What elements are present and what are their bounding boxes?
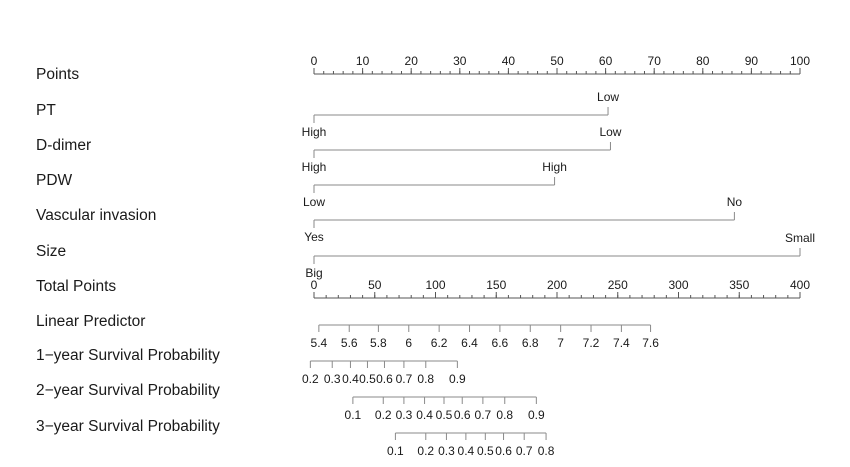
scale-label-3-year-survival-probability: 0.6 <box>495 444 512 458</box>
row-label-pdw: PDW <box>36 172 73 189</box>
factor-level-d-dimer: High <box>302 160 327 174</box>
row-label-total-points: Total Points <box>36 278 116 295</box>
scale-label-linear-predictor: 6.4 <box>461 336 478 350</box>
tick-label-total-points: 150 <box>486 278 506 292</box>
scale-label-linear-predictor: 6.6 <box>492 336 509 350</box>
tick-label-points: 70 <box>648 54 662 68</box>
scale-label-2-year-survival-probability: 0.6 <box>454 408 471 422</box>
scale-label-1-year-survival-probability: 0.3 <box>324 372 341 386</box>
tick-label-total-points: 250 <box>608 278 628 292</box>
scale-label-2-year-survival-probability: 0.2 <box>375 408 392 422</box>
scale-label-linear-predictor: 7 <box>557 336 564 350</box>
scale-label-3-year-survival-probability: 0.3 <box>438 444 455 458</box>
tick-label-total-points: 300 <box>668 278 688 292</box>
row-label-pt: PT <box>36 102 56 119</box>
row-label-1-year-survival-probability: 1−year Survival Probability <box>36 347 220 364</box>
scale-label-linear-predictor: 7.2 <box>583 336 600 350</box>
scale-label-1-year-survival-probability: 0.5 <box>359 372 376 386</box>
factor-level-pt: Low <box>597 90 619 104</box>
scale-label-linear-predictor: 7.4 <box>613 336 630 350</box>
tick-label-total-points: 0 <box>311 278 318 292</box>
scale-label-1-year-survival-probability: 0.9 <box>449 372 466 386</box>
tick-label-points: 40 <box>502 54 516 68</box>
scale-label-3-year-survival-probability: 0.4 <box>458 444 475 458</box>
factor-level-d-dimer: Low <box>599 125 621 139</box>
scale-label-linear-predictor: 6 <box>405 336 412 350</box>
scale-label-3-year-survival-probability: 0.8 <box>538 444 555 458</box>
tick-label-total-points: 350 <box>729 278 749 292</box>
scale-label-2-year-survival-probability: 0.9 <box>528 408 545 422</box>
scale-label-2-year-survival-probability: 0.7 <box>475 408 492 422</box>
factor-level-pdw: High <box>542 160 567 174</box>
scale-label-linear-predictor: 5.4 <box>311 336 328 350</box>
tick-label-points: 60 <box>599 54 613 68</box>
scale-label-1-year-survival-probability: 0.4 <box>342 372 359 386</box>
scale-label-1-year-survival-probability: 0.7 <box>396 372 413 386</box>
tick-label-points: 90 <box>745 54 759 68</box>
tick-label-points: 10 <box>356 54 370 68</box>
row-label-size: Size <box>36 243 66 260</box>
factor-level-vascular-invasion: Yes <box>304 230 324 244</box>
row-label-2-year-survival-probability: 2−year Survival Probability <box>36 382 220 399</box>
factor-level-vascular-invasion: No <box>727 195 743 209</box>
tick-label-total-points: 400 <box>790 278 810 292</box>
scale-label-2-year-survival-probability: 0.4 <box>416 408 433 422</box>
tick-label-points: 50 <box>550 54 564 68</box>
tick-label-points: 100 <box>790 54 810 68</box>
tick-label-points: 80 <box>696 54 710 68</box>
scale-label-1-year-survival-probability: 0.2 <box>302 372 319 386</box>
row-label-points: Points <box>36 66 79 83</box>
row-label-vascular-invasion: Vascular invasion <box>36 207 156 224</box>
factor-level-size: Big <box>305 266 322 280</box>
scale-label-2-year-survival-probability: 0.3 <box>396 408 413 422</box>
tick-label-points: 0 <box>311 54 318 68</box>
scale-label-linear-predictor: 5.8 <box>370 336 387 350</box>
scale-label-2-year-survival-probability: 0.8 <box>496 408 513 422</box>
factor-level-pdw: Low <box>303 195 325 209</box>
row-label-3-year-survival-probability: 3−year Survival Probability <box>36 418 220 435</box>
scale-label-1-year-survival-probability: 0.8 <box>417 372 434 386</box>
scale-label-1-year-survival-probability: 0.6 <box>376 372 393 386</box>
scale-label-2-year-survival-probability: 0.1 <box>345 408 362 422</box>
tick-label-total-points: 50 <box>368 278 382 292</box>
scale-label-2-year-survival-probability: 0.5 <box>436 408 453 422</box>
tick-label-total-points: 100 <box>425 278 445 292</box>
scale-label-linear-predictor: 6.2 <box>431 336 448 350</box>
tick-label-points: 30 <box>453 54 467 68</box>
scale-label-linear-predictor: 5.6 <box>341 336 358 350</box>
tick-label-points: 20 <box>405 54 419 68</box>
scale-label-3-year-survival-probability: 0.1 <box>387 444 404 458</box>
row-label-linear-predictor: Linear Predictor <box>36 313 145 330</box>
scale-label-3-year-survival-probability: 0.7 <box>516 444 533 458</box>
tick-label-total-points: 200 <box>547 278 567 292</box>
scale-label-linear-predictor: 7.6 <box>642 336 659 350</box>
factor-level-size: Small <box>785 231 815 245</box>
scale-label-3-year-survival-probability: 0.2 <box>417 444 434 458</box>
scale-label-linear-predictor: 6.8 <box>522 336 539 350</box>
scale-label-3-year-survival-probability: 0.5 <box>477 444 494 458</box>
factor-level-pt: High <box>302 125 327 139</box>
row-label-d-dimer: D-dimer <box>36 137 91 154</box>
